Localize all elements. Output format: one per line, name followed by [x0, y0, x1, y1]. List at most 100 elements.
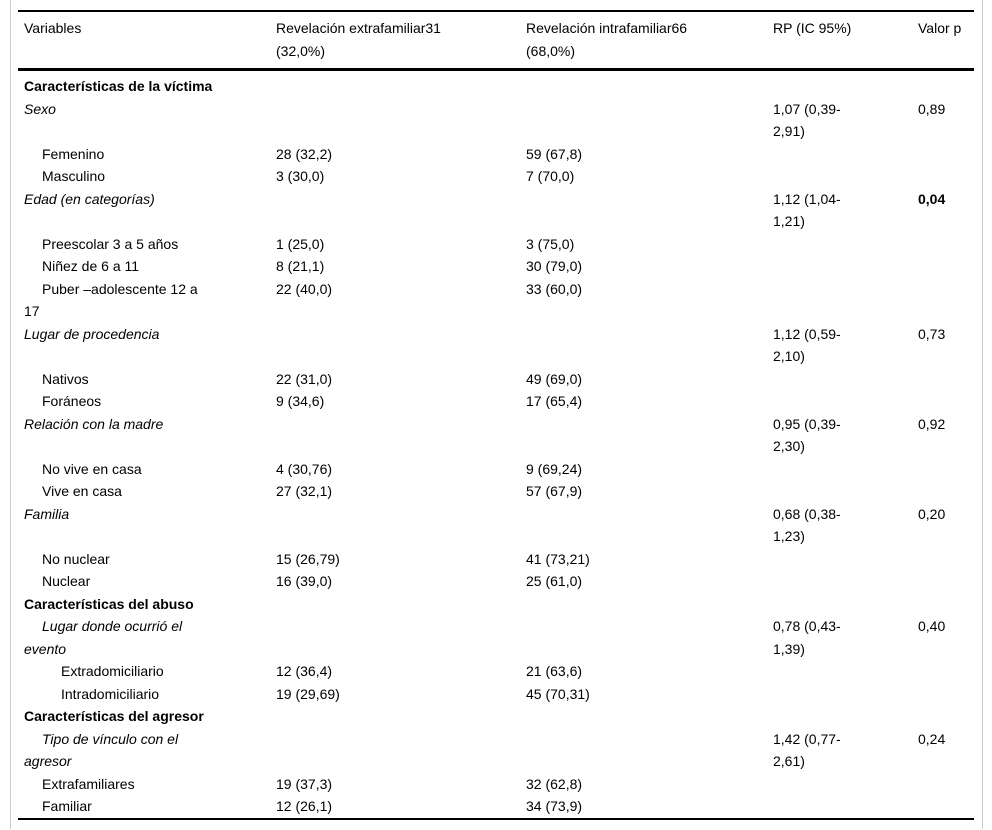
rp-cell	[773, 593, 918, 616]
table-row: Extradomiciliario 12 (36,4) 21 (63,6)	[18, 660, 974, 683]
rp-cell	[773, 570, 918, 593]
table-row: Puber –adolescente 12 a 17 22 (40,0) 33 (6…	[18, 278, 974, 323]
rp-cell	[773, 165, 918, 188]
variable-cell: Intradomiciliario	[61, 685, 160, 702]
extrafamiliar-cell	[276, 503, 526, 548]
rp-cell	[773, 458, 918, 481]
header-row: Variables Revelación extrafamiliar31 (32…	[18, 11, 974, 71]
pvalue-cell	[918, 683, 974, 706]
extrafamiliar-cell: 16 (39,0)	[276, 573, 333, 589]
intrafamiliar-cell: 7 (70,0)	[526, 168, 575, 184]
pvalue-cell	[918, 143, 974, 166]
intrafamiliar-cell: 21 (63,6)	[526, 663, 583, 679]
rp-cell	[773, 660, 918, 683]
rp-cell	[773, 480, 918, 503]
extrafamiliar-cell	[276, 615, 526, 660]
intrafamiliar-cell: 45 (70,31)	[526, 685, 590, 702]
extrafamiliar-cell: 1 (25,0)	[276, 235, 325, 252]
intrafamiliar-cell	[526, 593, 773, 616]
extrafamiliar-cell	[276, 593, 526, 616]
variable-cell: Femenino	[42, 145, 105, 162]
extrafamiliar-cell: 22 (31,0)	[276, 370, 333, 387]
variable-cell: Sexo	[24, 100, 56, 117]
extrafamiliar-cell: 19 (37,3)	[276, 775, 333, 792]
extrafamiliar-cell: 9 (34,6)	[276, 393, 325, 409]
variable-cell: Características del abuso	[24, 595, 194, 612]
intrafamiliar-cell: 25 (61,0)	[526, 573, 583, 589]
extrafamiliar-cell	[276, 705, 526, 728]
pvalue-cell	[918, 255, 974, 278]
rp-cell	[773, 368, 918, 391]
rp-cell	[773, 795, 918, 819]
intrafamiliar-cell	[526, 188, 773, 233]
extrafamiliar-cell: 3 (30,0)	[276, 168, 325, 184]
variable-cell: Extrafamiliares	[42, 775, 135, 792]
table-row: Intradomiciliario 19 (29,69) 45 (70,31)	[18, 683, 974, 706]
intrafamiliar-cell	[526, 503, 773, 548]
table-row: Características del abuso	[18, 593, 974, 616]
rp-cell: 0,78 (0,43-1,39)	[773, 618, 841, 657]
extrafamiliar-cell	[276, 323, 526, 368]
intrafamiliar-cell	[526, 728, 773, 773]
extrafamiliar-cell	[276, 188, 526, 233]
results-table: Variables Revelación extrafamiliar31 (32…	[18, 10, 974, 820]
pvalue-cell	[918, 593, 974, 616]
table-header: Variables Revelación extrafamiliar31 (32…	[18, 11, 974, 71]
table-row: Nuclear 16 (39,0) 25 (61,0)	[18, 570, 974, 593]
column-header-pvalue: Valor p	[918, 11, 974, 71]
variable-cell: Nativos	[42, 370, 89, 387]
table-row: Niñez de 6 a 11 8 (21,1) 30 (79,0)	[18, 255, 974, 278]
variable-cell: No vive en casa	[42, 460, 142, 477]
intrafamiliar-cell: 57 (67,9)	[526, 483, 583, 499]
extrafamiliar-cell	[276, 98, 526, 143]
pvalue-cell	[918, 458, 974, 481]
table-row: Foráneos 9 (34,6) 17 (65,4)	[18, 390, 974, 413]
rp-cell	[773, 70, 918, 98]
rp-cell: 1,12 (1,04-1,21)	[773, 190, 841, 230]
extrafamiliar-cell: 28 (32,2)	[276, 145, 333, 162]
table-row: Edad (en categorías) 1,12 (1,04-1,21) 0,04	[18, 188, 974, 233]
variable-cell: Edad (en categorías)	[24, 190, 155, 207]
table-row: Masculino 3 (30,0) 7 (70,0)	[18, 165, 974, 188]
pvalue-cell	[918, 548, 974, 571]
extrafamiliar-cell: 4 (30,76)	[276, 460, 333, 477]
table-row: Sexo 1,07 (0,39-2,91) 0,89	[18, 98, 974, 143]
table-row: No nuclear 15 (26,79) 41 (73,21)	[18, 548, 974, 571]
variable-cell: Nuclear	[42, 573, 91, 589]
intrafamiliar-cell	[526, 413, 773, 458]
intrafamiliar-cell: 49 (69,0)	[526, 370, 583, 387]
table-body: Características de la víctima Sexo 1,07 (0…	[18, 70, 974, 819]
extrafamiliar-cell: 8 (21,1)	[276, 258, 325, 274]
pvalue-cell: 0,92	[918, 415, 946, 432]
variable-cell: No nuclear	[42, 550, 110, 567]
variable-cell: Extradomiciliario	[61, 663, 164, 679]
variable-cell: Características de la víctima	[24, 78, 213, 94]
intrafamiliar-cell	[526, 98, 773, 143]
intrafamiliar-cell: 32 (62,8)	[526, 775, 583, 792]
variable-cell: Familia	[24, 505, 70, 522]
intrafamiliar-cell: 30 (79,0)	[526, 258, 583, 274]
pvalue-cell	[918, 705, 974, 728]
intrafamiliar-cell: 3 (75,0)	[526, 235, 575, 252]
pvalue-cell	[918, 480, 974, 503]
extrafamiliar-cell	[276, 728, 526, 773]
pvalue-cell	[918, 773, 974, 796]
variable-cell: Foráneos	[42, 393, 102, 409]
rp-cell	[773, 233, 918, 256]
rp-cell	[773, 705, 918, 728]
extrafamiliar-cell: 22 (40,0)	[276, 280, 333, 297]
extrafamiliar-cell: 12 (26,1)	[276, 798, 333, 814]
intrafamiliar-cell	[526, 70, 773, 98]
rp-cell: 1,42 (0,77-2,61)	[773, 730, 841, 770]
table-row: No vive en casa 4 (30,76) 9 (69,24)	[18, 458, 974, 481]
rp-cell	[773, 255, 918, 278]
table-row: Características del agresor	[18, 705, 974, 728]
pvalue-cell	[918, 70, 974, 98]
intrafamiliar-cell: 33 (60,0)	[526, 280, 583, 297]
pvalue-cell	[918, 390, 974, 413]
table-row: Familia 0,68 (0,38-1,23) 0,20	[18, 503, 974, 548]
pvalue-cell: 0,24	[918, 730, 946, 747]
column-header-rp: RP (IC 95%)	[773, 11, 918, 71]
pvalue-cell	[918, 570, 974, 593]
column-header-intrafamiliar: Revelación intrafamiliar66 (68,0%)	[526, 11, 773, 71]
